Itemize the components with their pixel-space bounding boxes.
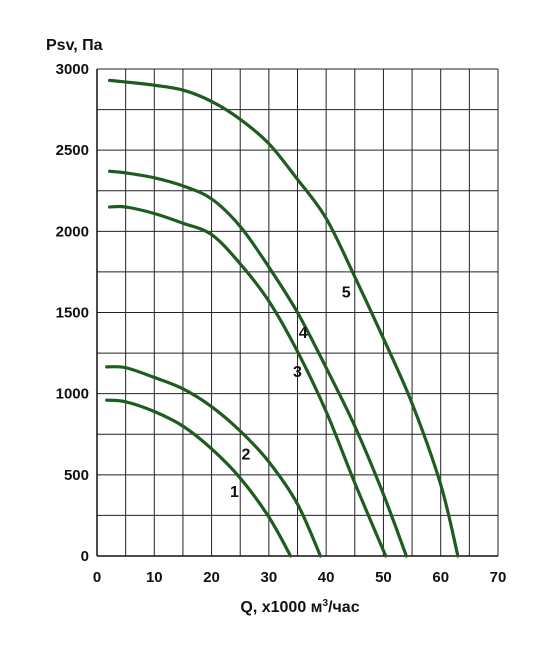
x-tick-label: 10 <box>146 569 163 586</box>
x-axis-title-superscript: 3 <box>323 598 329 609</box>
x-tick-label: 30 <box>261 569 278 586</box>
y-tick-label: 1500 <box>56 305 89 322</box>
x-tick-label: 50 <box>375 569 392 586</box>
x-axis-title-main: Q, х1000 м <box>240 599 322 616</box>
curves <box>105 78 460 558</box>
curve-label-2: 2 <box>241 447 250 464</box>
curve-label-4: 4 <box>299 325 308 342</box>
y-tick-label: 3000 <box>56 61 89 78</box>
x-tick-label: 0 <box>93 569 101 586</box>
curve-label-5: 5 <box>342 284 351 301</box>
x-axis-title: Q, х1000 м3/час <box>240 598 359 616</box>
x-axis-title-tail: /час <box>328 599 360 616</box>
curve-label-3: 3 <box>293 364 302 381</box>
y-tick-label: 0 <box>81 548 89 565</box>
curve-labels: 1 2 3 4 5 <box>230 284 351 501</box>
x-tick-label: 70 <box>490 569 507 586</box>
x-tick-label: 40 <box>318 569 335 586</box>
curve-4 <box>108 169 408 558</box>
x-tick-label: 20 <box>203 569 220 586</box>
curve-3 <box>108 204 388 558</box>
x-tick-labels: 0 10 20 30 40 50 60 70 <box>93 569 507 586</box>
curve-2 <box>105 365 323 558</box>
y-tick-labels: 0 500 1000 1500 2000 2500 3000 <box>56 61 89 565</box>
curve-5 <box>108 78 460 558</box>
curve-label-1: 1 <box>230 484 239 501</box>
y-tick-label: 2500 <box>56 142 89 159</box>
x-tick-label: 60 <box>432 569 449 586</box>
y-tick-label: 2000 <box>56 223 89 240</box>
grid <box>96 68 499 557</box>
curve-1 <box>105 398 293 558</box>
y-tick-label: 500 <box>64 467 89 484</box>
y-axis-title: Psv, Па <box>46 37 103 54</box>
y-tick-label: 1000 <box>56 386 89 403</box>
